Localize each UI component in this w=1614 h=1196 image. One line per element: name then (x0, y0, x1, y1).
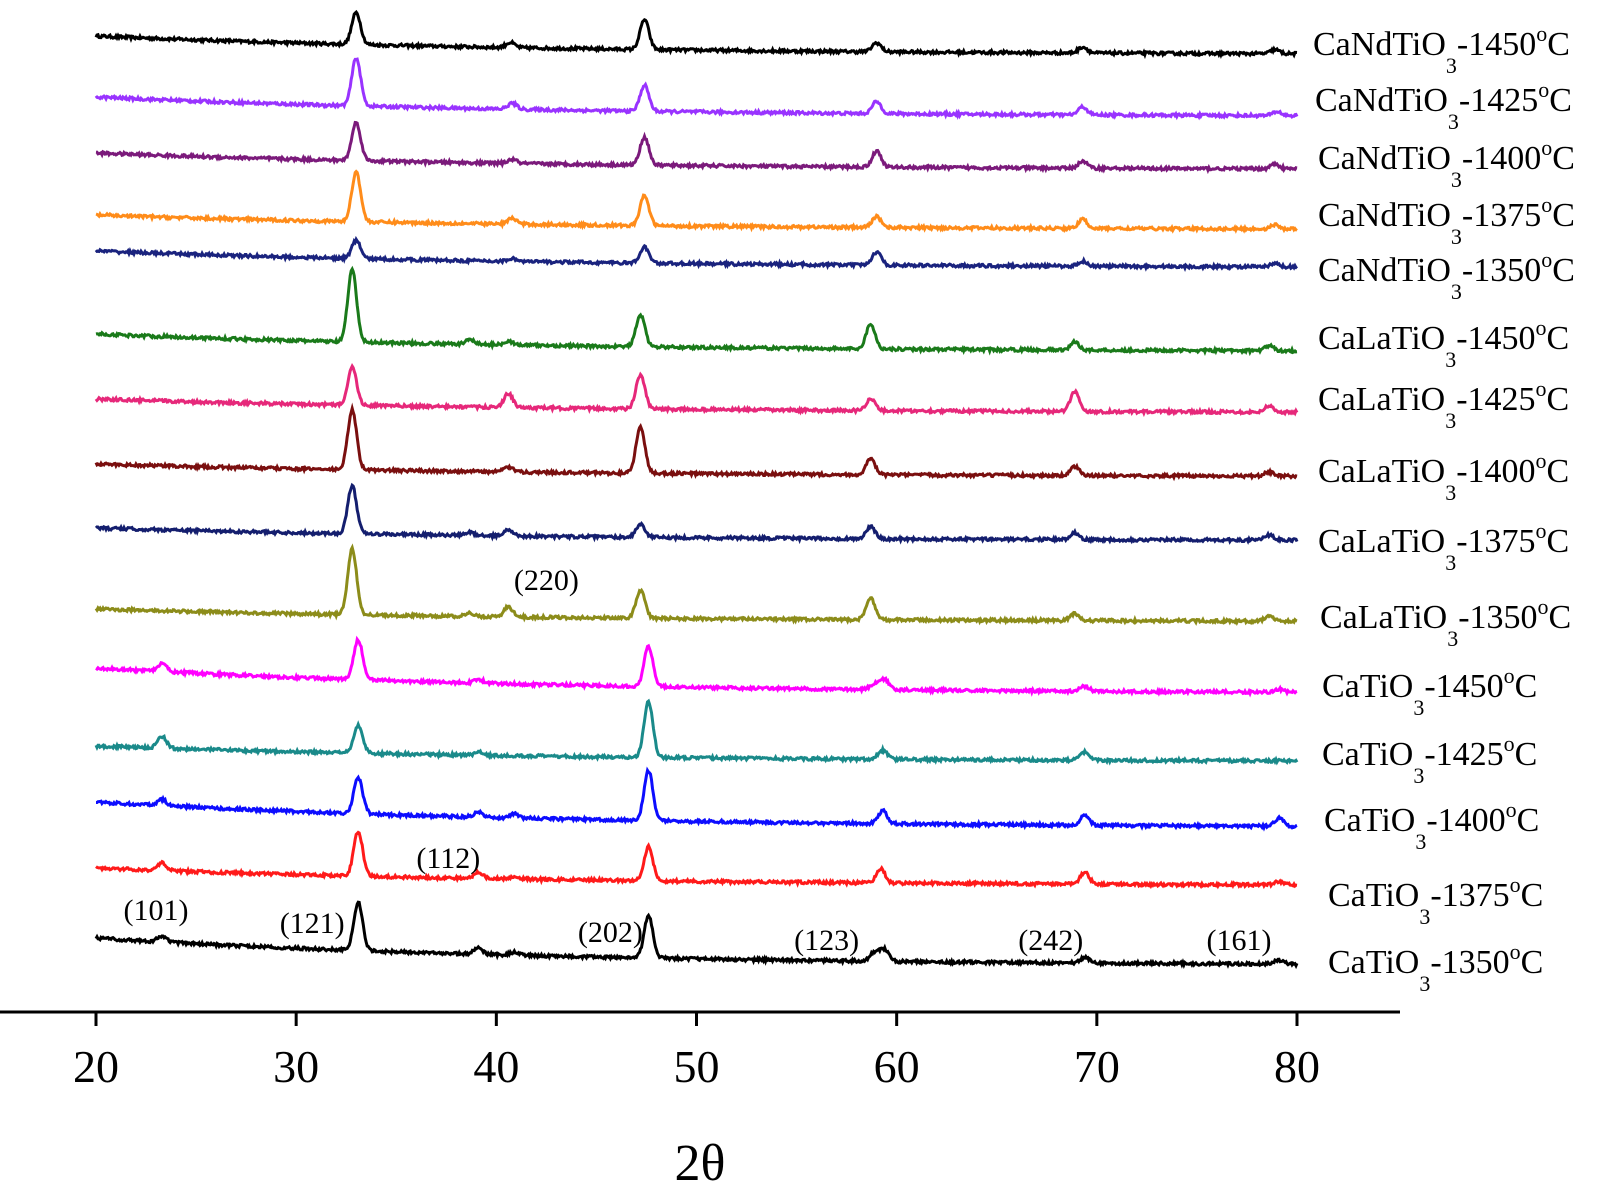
series-label: CaLaTiO3-1375oC (1318, 518, 1569, 575)
series-label: CaTiO3-1450oC (1322, 663, 1537, 720)
series-line (94, 482, 1299, 545)
series-line (94, 402, 1298, 482)
series-label: CaNdTiO3-1400oC (1318, 135, 1575, 192)
peak-labels: (101) (121) (112) (220) (202) (123) (242) (161) (124, 564, 1272, 957)
trace-group (94, 9, 1299, 970)
peak-label: (242) (1018, 924, 1083, 957)
series-label: CaLaTiO3-1450oC (1318, 315, 1569, 372)
series-line (94, 543, 1298, 626)
x-axis-label: 2θ (675, 1135, 726, 1192)
x-tick-label: 30 (273, 1041, 319, 1092)
series-line (95, 635, 1298, 698)
series-label: CaNdTiO3-1350oC (1318, 247, 1575, 304)
x-ticks: 20 30 40 50 60 70 80 (73, 1012, 1320, 1092)
series-line (95, 120, 1298, 175)
series-line (95, 265, 1298, 357)
peak-label: (123) (794, 924, 859, 957)
legend: CaNdTiO3-1450oCCaNdTiO3-1425oCCaNdTiO3-1… (1313, 21, 1575, 996)
x-tick-label: 60 (874, 1041, 920, 1092)
series-label: CaTiO3-1375oC (1328, 872, 1543, 929)
series-label: CaNdTiO3-1425oC (1315, 77, 1572, 134)
series-label: CaLaTiO3-1350oC (1320, 594, 1571, 651)
peak-label: (220) (514, 564, 579, 597)
series-line (95, 169, 1298, 234)
x-tick-label: 80 (1274, 1041, 1320, 1092)
series-line (94, 9, 1298, 60)
series-line (94, 363, 1299, 418)
x-tick-label: 40 (473, 1041, 519, 1092)
series-label: CaNdTiO3-1375oC (1318, 192, 1575, 249)
series-label: CaLaTiO3-1400oC (1318, 448, 1569, 505)
peak-label: (161) (1206, 924, 1271, 957)
peak-label: (202) (578, 916, 643, 949)
peak-label: (121) (280, 907, 345, 940)
series-line (94, 235, 1299, 272)
series-label: CaTiO3-1350oC (1328, 939, 1543, 996)
series-line (94, 698, 1299, 766)
series-line (94, 57, 1299, 121)
peak-label: (101) (124, 894, 189, 927)
series-line (96, 766, 1298, 832)
series-line (94, 900, 1299, 970)
series-label: CaTiO3-1425oC (1322, 731, 1537, 788)
series-label: CaLaTiO3-1425oC (1318, 376, 1569, 433)
series-label: CaNdTiO3-1450oC (1313, 21, 1570, 78)
x-tick-label: 70 (1074, 1041, 1120, 1092)
x-tick-label: 50 (674, 1041, 720, 1092)
series-label: CaTiO3-1400oC (1324, 797, 1539, 854)
series-line (95, 830, 1298, 890)
peak-label: (112) (416, 842, 480, 875)
x-tick-label: 20 (73, 1041, 119, 1092)
